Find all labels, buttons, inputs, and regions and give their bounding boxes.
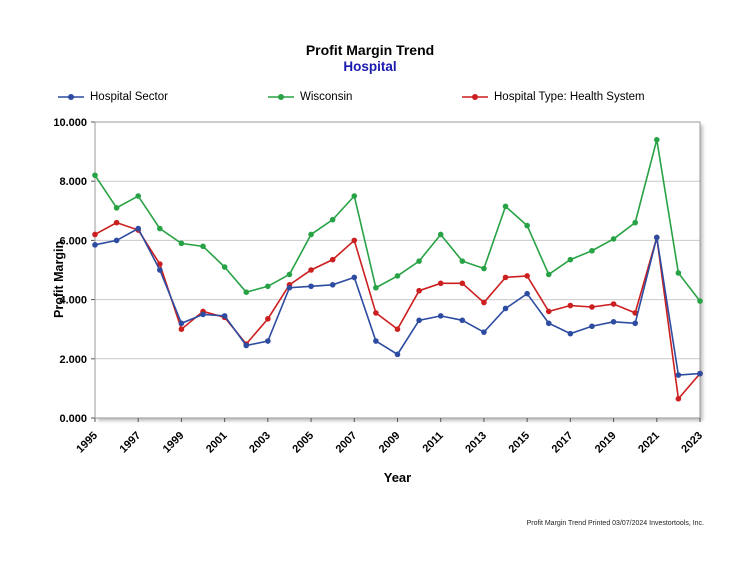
svg-text:6.000: 6.000 [59, 235, 87, 247]
svg-text:2009: 2009 [377, 430, 403, 456]
plot-area-shadow [95, 122, 700, 418]
legend-item-health-system: Hospital Type: Health System [462, 91, 645, 103]
chart-subtitle: Hospital [343, 59, 397, 74]
svg-text:2021: 2021 [636, 430, 662, 456]
svg-text:8.000: 8.000 [59, 176, 87, 188]
legend-marker-icon [462, 92, 488, 102]
svg-text:2001: 2001 [204, 430, 230, 456]
svg-text:2003: 2003 [247, 430, 273, 456]
svg-text:2011: 2011 [420, 430, 445, 455]
footer-note: Profit Margin Trend Printed 03/07/2024 I… [526, 520, 704, 527]
svg-text:0.000: 0.000 [59, 413, 87, 425]
svg-text:2019: 2019 [593, 430, 619, 456]
legend-label: Wisconsin [300, 91, 353, 103]
svg-text:10.000: 10.000 [53, 117, 87, 129]
svg-text:2013: 2013 [463, 430, 489, 456]
svg-text:2015: 2015 [506, 430, 532, 456]
svg-text:4.000: 4.000 [59, 295, 87, 307]
x-axis-title: Year [383, 470, 412, 485]
svg-text:2017: 2017 [550, 430, 576, 456]
svg-text:2023: 2023 [679, 430, 705, 456]
legend-item-wisconsin: Wisconsin [268, 91, 352, 103]
legend-label: Hospital Type: Health System [494, 91, 645, 103]
svg-text:2007: 2007 [334, 430, 360, 456]
legend-item-hospital-sector: Hospital Sector [58, 91, 168, 103]
svg-text:1997: 1997 [118, 430, 144, 456]
svg-text:2005: 2005 [290, 430, 316, 456]
legend: Hospital Sector Wisconsin Hospital Type:… [0, 91, 740, 109]
legend-marker-icon [268, 92, 294, 102]
svg-text:1999: 1999 [161, 430, 187, 456]
chart-title: Profit Margin Trend [305, 42, 435, 58]
legend-marker-icon [58, 92, 84, 102]
svg-text:2.000: 2.000 [59, 354, 87, 366]
svg-text:1995: 1995 [74, 430, 100, 456]
legend-label: Hospital Sector [90, 91, 168, 103]
